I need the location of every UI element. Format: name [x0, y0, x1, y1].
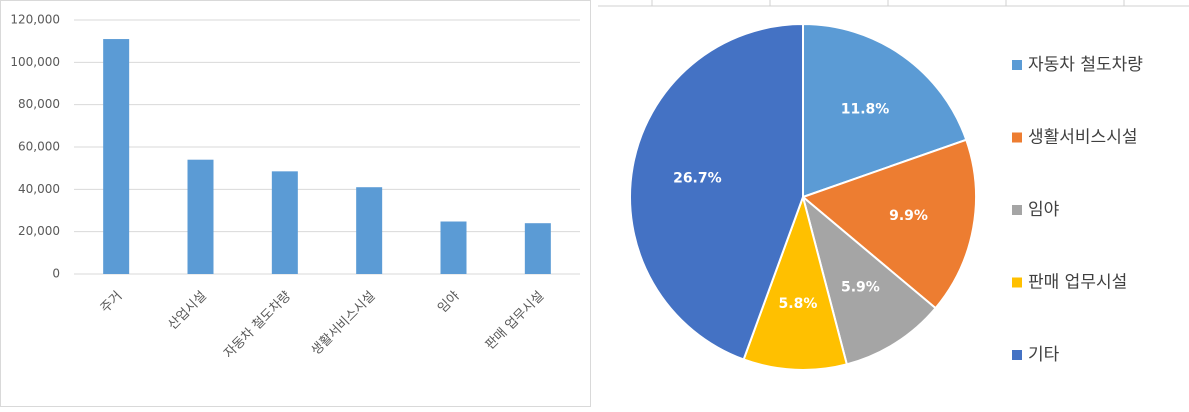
y-tick-label: 20,000 — [18, 224, 60, 238]
legend-swatch — [1012, 132, 1022, 143]
legend-swatch — [1012, 350, 1022, 360]
legend-label: 자동차 철도차량 — [1028, 55, 1143, 75]
y-tick-label: 0 — [52, 267, 60, 281]
legend-box — [996, 28, 1176, 392]
data-label: 9.9% — [889, 208, 928, 224]
legend-label: 기타 — [1028, 345, 1060, 365]
bar — [187, 159, 214, 274]
y-tick-label: 80,000 — [18, 97, 60, 111]
pie-slice — [742, 193, 849, 371]
data-label: 26.7% — [673, 170, 722, 186]
data-label: 5.8% — [779, 296, 818, 312]
legend-swatch — [1012, 60, 1022, 70]
pie-slice — [801, 138, 977, 310]
sheet-grid — [598, 0, 1189, 7]
legend-swatch — [1012, 277, 1022, 288]
y-tick-label: 40,000 — [18, 182, 60, 196]
data-label: 5.9% — [841, 280, 880, 296]
bar — [440, 221, 467, 274]
y-tick-label: 120,000 — [10, 13, 60, 27]
legend-swatch — [1012, 205, 1022, 215]
legend-label: 판매 업무시설 — [1028, 273, 1127, 293]
y-tick-label: 100,000 — [10, 55, 60, 69]
bar — [271, 171, 298, 274]
legend-label: 생활서비스시설 — [1028, 128, 1137, 148]
bar — [103, 39, 130, 274]
bar — [524, 223, 551, 274]
data-label: 11.8% — [841, 102, 890, 118]
y-tick-label: 60,000 — [18, 140, 60, 154]
legend-label: 임야 — [1028, 200, 1060, 220]
pie-slice — [629, 22, 804, 361]
bar — [356, 187, 383, 274]
